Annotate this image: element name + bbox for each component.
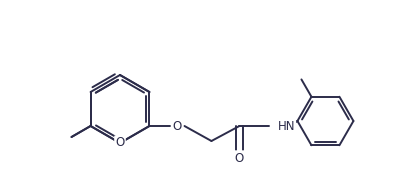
- Text: O: O: [173, 119, 182, 132]
- Text: O: O: [235, 152, 244, 164]
- Text: O: O: [115, 136, 125, 149]
- Text: HN: HN: [277, 119, 295, 132]
